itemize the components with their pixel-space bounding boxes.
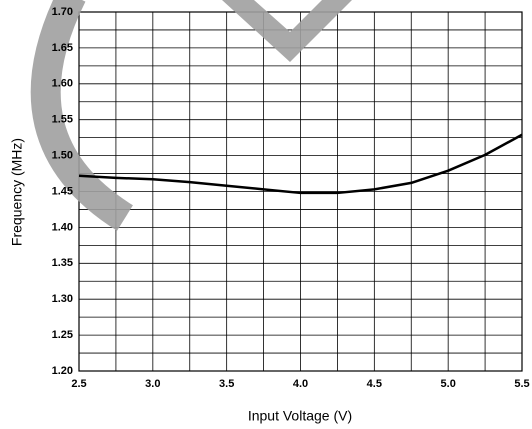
x-axis-title: Input Voltage (V) — [248, 408, 352, 424]
x-tick-label: 5.5 — [514, 378, 529, 390]
y-tick-label: 1.30 — [52, 293, 73, 305]
y-tick-label: 1.35 — [52, 257, 73, 269]
x-tick-label: 4.0 — [293, 378, 308, 390]
grid — [78, 11, 523, 372]
y-tick-label: 1.60 — [52, 78, 73, 90]
y-tick-label: 1.65 — [52, 42, 73, 54]
watermark — [222, 0, 352, 62]
y-tick-label: 1.45 — [52, 185, 73, 197]
y-tick-label: 1.55 — [52, 114, 73, 126]
watermark — [30, 0, 134, 231]
x-tick-label: 3.5 — [219, 378, 234, 390]
y-tick-label: 1.70 — [52, 6, 73, 18]
y-tick-label: 1.20 — [52, 365, 73, 377]
data-line — [78, 133, 523, 195]
y-axis-title: Frequency (MHz) — [9, 138, 25, 246]
x-tick-label: 2.5 — [71, 378, 86, 390]
y-tick-label: 1.25 — [52, 329, 73, 341]
y-tick-label: 1.50 — [52, 150, 73, 162]
y-tick-label: 1.40 — [52, 221, 73, 233]
x-tick-label: 5.0 — [441, 378, 456, 390]
x-tick-label: 4.5 — [367, 378, 382, 390]
x-tick-label: 3.0 — [145, 378, 160, 390]
